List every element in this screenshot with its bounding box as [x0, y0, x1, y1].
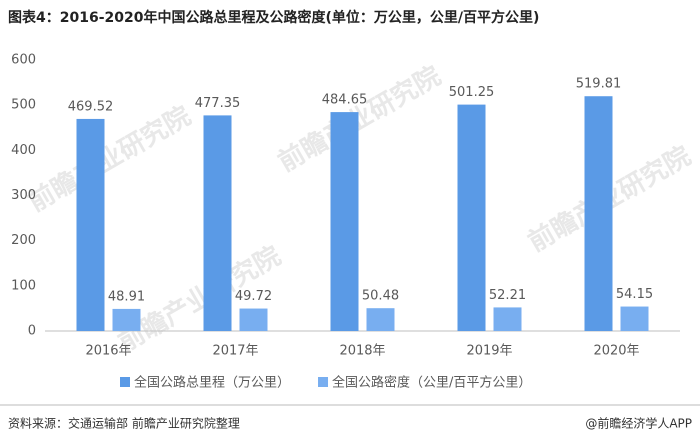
value-label: 519.81: [576, 77, 622, 92]
y-tick-label: 0: [28, 324, 36, 339]
watermark: 前瞻产业研究院: [273, 60, 446, 178]
x-tick-label: 2020年: [593, 344, 639, 359]
value-label: 49.72: [235, 289, 272, 304]
x-tick-label: 2019年: [466, 344, 512, 359]
watermark: 前瞻产业研究院: [23, 100, 196, 218]
value-label: 54.15: [616, 287, 653, 302]
legend-label: 全国公路总里程（万公里）: [134, 375, 290, 391]
y-tick-label: 400: [11, 143, 36, 158]
bar: [366, 308, 395, 331]
bar: [457, 104, 486, 331]
source: 资料来源：交通运输部 前瞻产业研究院整理: [8, 416, 240, 431]
legend-swatch: [120, 377, 130, 387]
bar: [239, 308, 268, 331]
bar: [76, 118, 105, 331]
y-tick-label: 200: [11, 233, 36, 248]
bar: [203, 115, 232, 332]
y-tick-label: 500: [11, 98, 36, 113]
bar: [493, 307, 522, 331]
value-label: 52.21: [489, 288, 526, 303]
bar: [330, 112, 359, 331]
bar: [620, 306, 649, 331]
y-tick-label: 600: [11, 53, 36, 68]
value-label: 48.91: [108, 289, 145, 304]
legend-label: 全国公路密度（公里/百平方公里）: [332, 375, 531, 391]
credit: @前瞻经济学人APP: [585, 416, 692, 431]
chart-title: 图表4：2016-2020年中国公路总里程及公路密度(单位：万公里，公里/百平方…: [8, 9, 539, 26]
value-label: 484.65: [322, 93, 368, 108]
x-tick-label: 2016年: [85, 344, 131, 359]
value-label: 501.25: [449, 85, 495, 100]
x-tick-label: 2018年: [339, 344, 385, 359]
value-label: 50.48: [362, 289, 399, 304]
y-tick-label: 100: [11, 278, 36, 293]
legend-swatch: [318, 377, 329, 387]
value-label: 477.35: [195, 96, 241, 111]
y-tick-label: 300: [11, 188, 36, 203]
value-label: 469.52: [68, 99, 114, 114]
x-tick-label: 2017年: [212, 344, 258, 359]
bar: [112, 308, 141, 331]
bar: [584, 96, 613, 331]
